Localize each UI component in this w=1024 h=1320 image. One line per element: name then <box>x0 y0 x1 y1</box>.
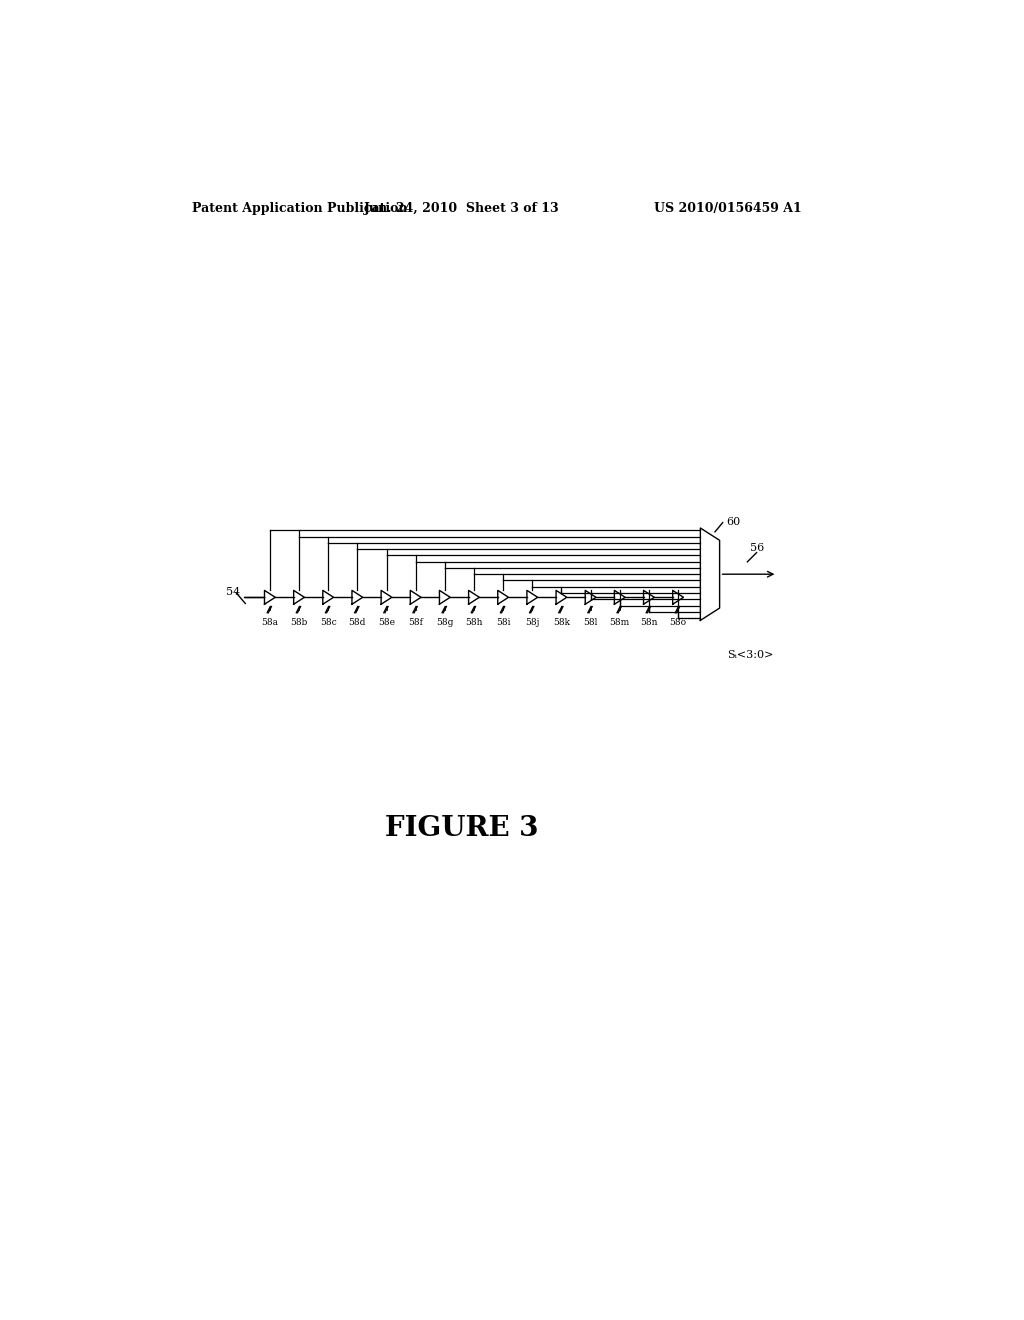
Text: 58e: 58e <box>378 618 395 627</box>
Text: 56: 56 <box>751 543 765 553</box>
Text: Patent Application Publication: Patent Application Publication <box>193 202 408 215</box>
Text: Sᵢ<3:0>: Sᵢ<3:0> <box>727 649 774 660</box>
Text: 58f: 58f <box>409 618 423 627</box>
Text: FIGURE 3: FIGURE 3 <box>385 814 539 842</box>
Text: 58m: 58m <box>609 618 630 627</box>
Text: 58g: 58g <box>436 618 454 627</box>
Text: 58h: 58h <box>465 618 482 627</box>
Text: 58c: 58c <box>319 618 337 627</box>
Text: 58i: 58i <box>496 618 510 627</box>
Text: 54: 54 <box>226 586 240 597</box>
Text: 58b: 58b <box>291 618 308 627</box>
Text: 60: 60 <box>726 517 740 527</box>
Text: 58n: 58n <box>640 618 657 627</box>
Text: 58k: 58k <box>553 618 570 627</box>
Text: 58o: 58o <box>670 618 687 627</box>
Text: 58d: 58d <box>348 618 366 627</box>
Text: US 2010/0156459 A1: US 2010/0156459 A1 <box>654 202 802 215</box>
Text: 58a: 58a <box>261 618 279 627</box>
Text: Jun. 24, 2010  Sheet 3 of 13: Jun. 24, 2010 Sheet 3 of 13 <box>364 202 559 215</box>
Text: 58l: 58l <box>584 618 598 627</box>
Text: 58j: 58j <box>525 618 540 627</box>
